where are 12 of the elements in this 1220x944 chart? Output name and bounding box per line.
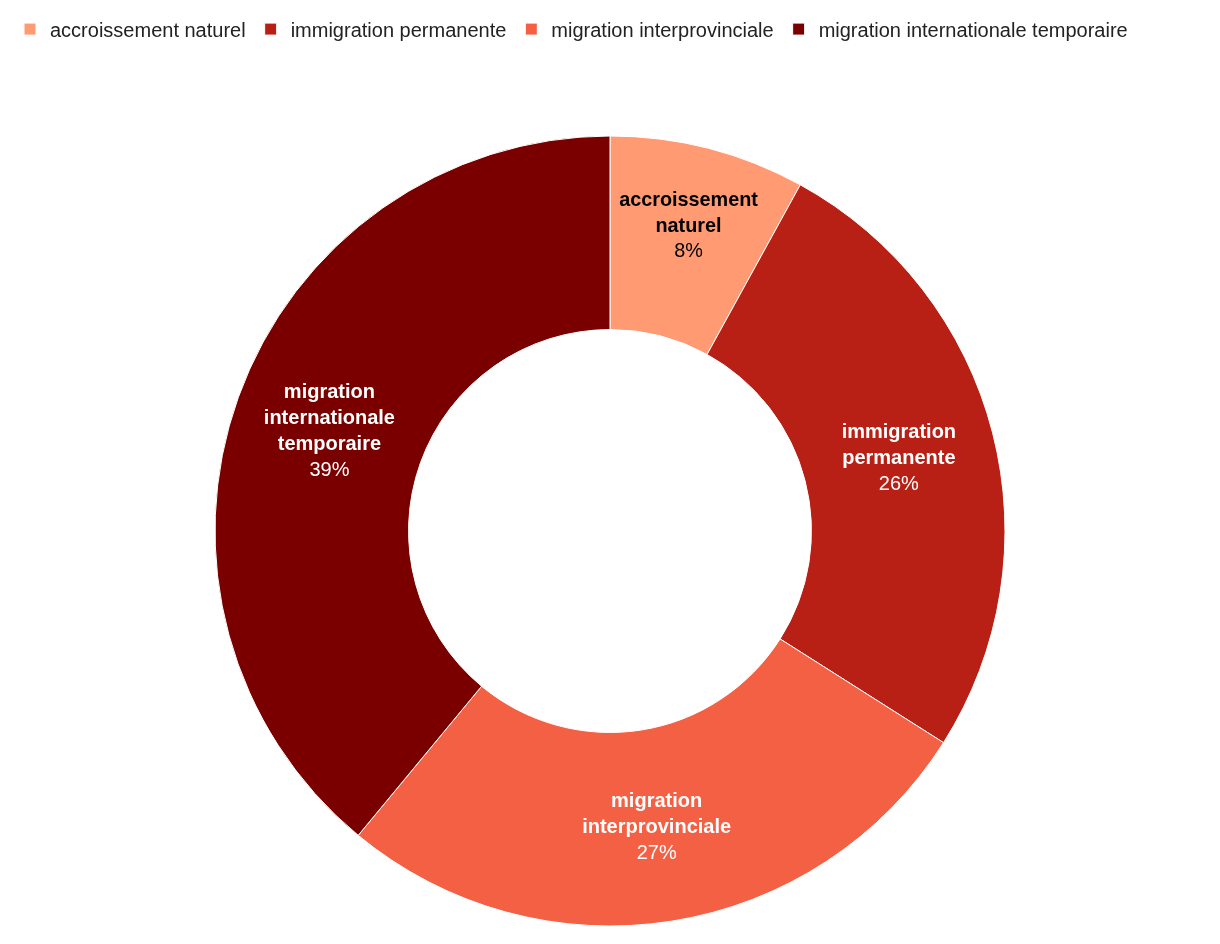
slice-label: accroissement naturel bbox=[619, 187, 759, 236]
legend-label: accroissement naturel bbox=[50, 18, 246, 41]
legend-label: immigration permanente bbox=[290, 18, 507, 41]
data-label: 39% bbox=[309, 457, 350, 480]
slice-label: immigration permanente bbox=[841, 419, 957, 468]
data-label: 8% bbox=[674, 239, 703, 262]
slice-label: migration interprovinciale bbox=[582, 788, 732, 837]
slice-label: migration internationale temporaire bbox=[263, 379, 395, 454]
legend-label: migration internationale temporaire bbox=[818, 18, 1128, 41]
data-label: 27% bbox=[636, 840, 677, 863]
data-label: 26% bbox=[878, 471, 920, 494]
legend-label: migration interprovinciale bbox=[551, 18, 774, 41]
